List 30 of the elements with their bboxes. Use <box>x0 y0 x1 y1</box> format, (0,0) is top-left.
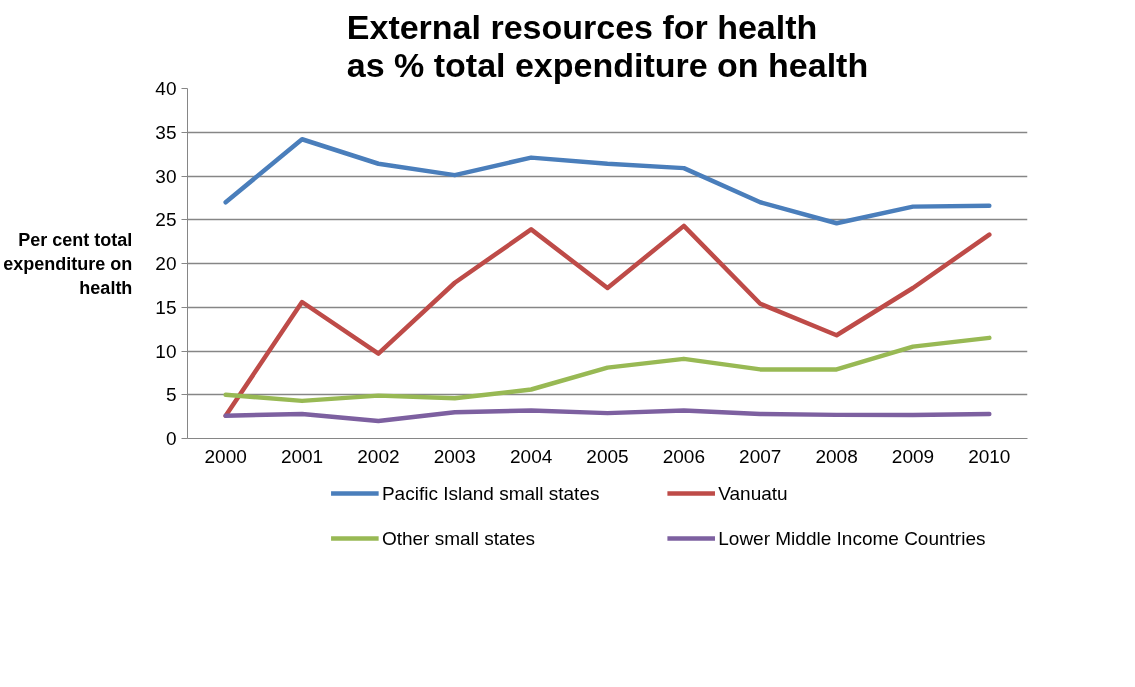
y-tick-label: 10 <box>155 340 177 362</box>
x-tick-label: 2007 <box>739 445 782 467</box>
x-tick-label: 2003 <box>433 445 476 467</box>
x-tick-label: 2010 <box>968 445 1011 467</box>
legend-label: Other small states <box>381 528 536 549</box>
x-tick-label: 2002 <box>357 445 400 467</box>
x-tick-label: 2005 <box>586 445 629 467</box>
line-series <box>223 223 992 418</box>
legend-label: Vanuatu <box>718 483 788 504</box>
line-series <box>223 335 992 404</box>
y-tick-label: 25 <box>155 209 177 231</box>
y-tick-label: 35 <box>155 121 177 143</box>
line-series <box>223 408 992 424</box>
y-tick-label: 15 <box>155 296 177 318</box>
x-tick-label: 2009 <box>891 445 935 467</box>
x-tick-label: 2008 <box>815 445 858 467</box>
line-series <box>223 137 992 226</box>
x-tick-label: 2006 <box>662 445 706 467</box>
x-tick-label: 2001 <box>280 445 324 467</box>
y-tick-label: 40 <box>155 78 177 99</box>
y-tick-label: 5 <box>165 384 177 406</box>
x-tick-label: 2000 <box>204 445 247 467</box>
legend-label: Lower Middle Income Countries <box>718 528 986 549</box>
y-tick-label: 30 <box>155 165 177 187</box>
chart-title: External resources for health as % total expenditure on health <box>346 7 869 84</box>
x-tick-label: 2004 <box>510 445 553 467</box>
y-tick-label: 20 <box>155 253 177 274</box>
y-tick-label: 0 <box>165 428 177 449</box>
legend-label: Pacific Island small states <box>381 483 600 504</box>
y-axis-title: Per cent total expenditure on health <box>3 229 133 298</box>
